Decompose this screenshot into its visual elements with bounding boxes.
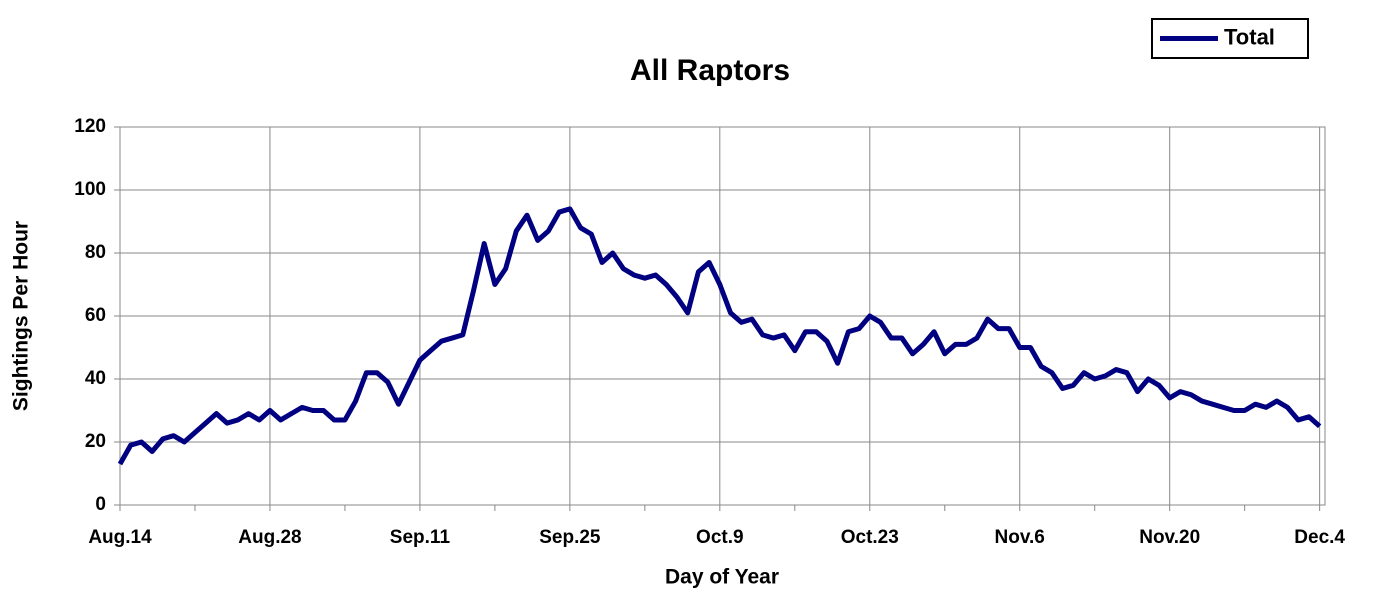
x-tick-label: Dec.4 (1294, 527, 1345, 548)
data-line (117, 206, 1322, 466)
x-tick-label: Sep.11 (390, 527, 451, 548)
y-tick-label: 40 (85, 368, 106, 389)
y-tick-label: 60 (85, 305, 106, 326)
x-tick-label: Aug.28 (238, 527, 301, 548)
y-tick-label: 100 (74, 179, 106, 200)
x-tick-label: Aug.14 (88, 527, 152, 548)
x-tick-label: Oct.23 (841, 527, 899, 548)
x-tick-label: Sep.25 (539, 527, 601, 548)
chart-title: All Raptors (630, 54, 790, 87)
x-axis-label: Day of Year (665, 566, 779, 589)
y-tick-label: 20 (85, 431, 106, 452)
y-tick-label: 80 (85, 242, 106, 263)
legend-label: Total (1224, 24, 1275, 49)
x-tick-label: Nov.6 (995, 527, 1045, 548)
y-tick-label: 120 (74, 116, 106, 137)
y-tick-label: 0 (95, 494, 106, 515)
x-tick-label: Oct.9 (696, 527, 744, 548)
x-tick-label: Nov.20 (1139, 527, 1200, 548)
y-axis-label: Sightings Per Hour (10, 221, 33, 411)
